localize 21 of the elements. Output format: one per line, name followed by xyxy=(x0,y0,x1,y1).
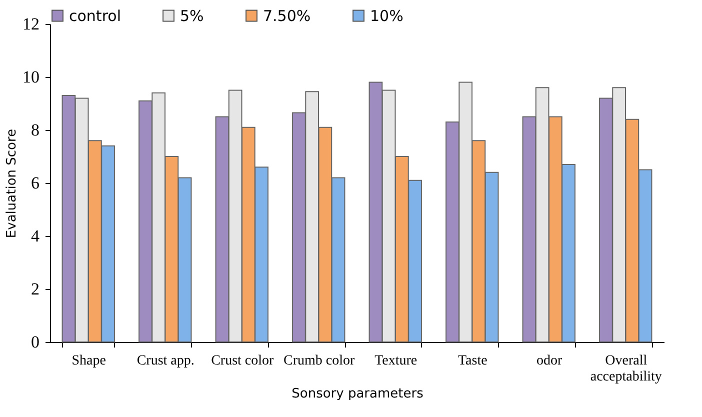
x-tick-label: odor xyxy=(536,354,563,368)
x-axis-title: Sonsory parameters xyxy=(292,386,424,402)
y-tick-label: 2 xyxy=(31,280,40,298)
legend-label: 7.50% xyxy=(263,6,311,25)
x-tick-label: Overall acceptability xyxy=(590,354,662,384)
y-tick-label: 4 xyxy=(31,226,40,246)
x-tick-label: Shape xyxy=(72,354,106,368)
x-tick-label: Crust color xyxy=(211,354,274,368)
legend-label: control xyxy=(69,6,121,25)
x-tick-label: Crumb color xyxy=(284,354,356,368)
legend-label: 10% xyxy=(370,6,404,25)
y-tick-label: 8 xyxy=(31,120,40,140)
x-tick-label: Texture xyxy=(374,354,418,368)
y-tick-label: 12 xyxy=(22,14,40,34)
y-tick-label: 10 xyxy=(22,68,40,86)
x-tick-label: Taste xyxy=(458,354,488,368)
y-tick-label: 0 xyxy=(31,332,40,352)
x-tick-label: Crust app. xyxy=(136,354,194,368)
y-axis-title: Evaluation Score xyxy=(4,128,20,238)
legend-label: 5% xyxy=(180,6,204,25)
y-tick-label: 6 xyxy=(31,174,40,192)
